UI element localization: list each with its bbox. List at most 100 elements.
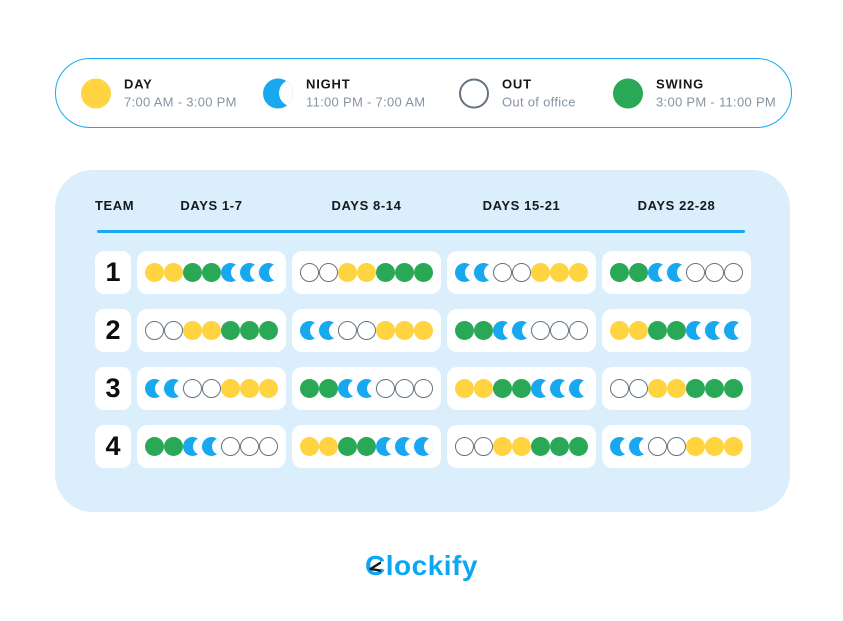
shift-dot-swing (610, 263, 629, 282)
shift-dot-out (259, 437, 278, 456)
shift-dot-out (300, 263, 319, 282)
shift-dot-day (183, 321, 202, 340)
shift-dot-day (357, 263, 376, 282)
shift-dot-night (455, 263, 474, 282)
shift-week-cell (137, 367, 286, 410)
legend-label: DAY (124, 76, 153, 92)
shift-week-cell (292, 425, 441, 468)
shift-week-cell (137, 425, 286, 468)
shift-dot-swing (338, 437, 357, 456)
shift-dot-day (414, 321, 433, 340)
shift-dot-out (667, 437, 686, 456)
shift-dot-swing (686, 379, 705, 398)
day-circle-icon (81, 78, 111, 108)
legend-time: 3:00 PM - 11:00 PM (656, 94, 777, 110)
team-number-cell: 4 (95, 425, 131, 468)
shift-dot-out (512, 263, 531, 282)
shift-dot-day (300, 437, 319, 456)
night-moon-icon (263, 78, 293, 108)
shift-dot-day (319, 437, 338, 456)
shift-dot-swing (531, 437, 550, 456)
shift-dot-swing (512, 379, 531, 398)
column-header-days-1-7: DAYS 1-7 (180, 198, 243, 213)
shift-dot-night (259, 263, 278, 282)
shift-dot-out (338, 321, 357, 340)
shift-dot-out (145, 321, 164, 340)
shift-dot-out (550, 321, 569, 340)
shift-dot-out (474, 437, 493, 456)
shift-dot-swing (145, 437, 164, 456)
column-header-days-22-28: DAYS 22-28 (637, 198, 716, 213)
shift-week-cell (447, 425, 596, 468)
column-header-team: TEAM (95, 198, 135, 213)
shift-dot-night (202, 437, 221, 456)
shift-dot-swing (319, 379, 338, 398)
shift-dot-swing (648, 321, 667, 340)
shift-dot-night (300, 321, 319, 340)
header-divider (97, 230, 745, 233)
clockify-logo: Clockify (365, 550, 478, 582)
shift-dot-out (221, 437, 240, 456)
shift-dot-night (686, 321, 705, 340)
shift-dot-night (145, 379, 164, 398)
shift-dot-night (550, 379, 569, 398)
shift-dot-night (376, 437, 395, 456)
swing-circle-icon (613, 78, 643, 108)
legend-item-night: NIGHT 11:00 PM - 7:00 AM (263, 77, 425, 110)
shift-dot-out (569, 321, 588, 340)
shift-dot-day (648, 379, 667, 398)
shift-week-cell (292, 367, 441, 410)
shift-dot-day (550, 263, 569, 282)
shift-dot-night (705, 321, 724, 340)
team-number-cell: 2 (95, 309, 131, 352)
shift-dot-swing (414, 263, 433, 282)
shift-dot-night (338, 379, 357, 398)
shift-dot-day (724, 437, 743, 456)
shift-dot-swing (569, 437, 588, 456)
shift-dot-out (183, 379, 202, 398)
shift-dot-day (474, 379, 493, 398)
legend-time: 7:00 AM - 3:00 PM (124, 94, 237, 110)
shift-dot-day (512, 437, 531, 456)
shift-dot-day (629, 321, 648, 340)
shift-dot-out (357, 321, 376, 340)
team-number-cell: 3 (95, 367, 131, 410)
shift-week-cell (292, 309, 441, 352)
shift-dot-out (686, 263, 705, 282)
shift-dot-night (724, 321, 743, 340)
shift-dot-night (357, 379, 376, 398)
shift-dot-night (531, 379, 550, 398)
shift-dot-swing (550, 437, 569, 456)
shift-dot-out (395, 379, 414, 398)
shift-dot-day (376, 321, 395, 340)
shift-dot-night (164, 379, 183, 398)
shift-dot-day (145, 263, 164, 282)
footer: Clockify (0, 550, 843, 582)
out-circle-icon (459, 78, 489, 108)
column-header-days-8-14: DAYS 8-14 (331, 198, 402, 213)
shift-dot-out (455, 437, 474, 456)
shift-week-cell (602, 425, 751, 468)
shift-dot-night (240, 263, 259, 282)
shift-dot-day (221, 379, 240, 398)
shift-week-cell (447, 309, 596, 352)
shift-dot-day (338, 263, 357, 282)
shift-dot-day (164, 263, 183, 282)
shift-week-cell (137, 309, 286, 352)
legend-item-day: DAY 7:00 AM - 3:00 PM (81, 77, 237, 110)
shift-dot-night (512, 321, 531, 340)
legend-label: NIGHT (306, 76, 351, 92)
shift-week-cell (602, 367, 751, 410)
shift-dot-night (667, 263, 686, 282)
shift-dot-day (493, 437, 512, 456)
schedule-card: TEAM DAYS 1-7 DAYS 8-14 DAYS 15-21 DAYS … (55, 170, 790, 512)
legend-item-swing: SWING 3:00 PM - 11:00 PM (613, 77, 776, 110)
shift-dot-out (705, 263, 724, 282)
clock-hands-icon (369, 562, 382, 572)
team-number-cell: 1 (95, 251, 131, 294)
shift-dot-swing (376, 263, 395, 282)
shift-dot-out (610, 379, 629, 398)
shift-week-cell (137, 251, 286, 294)
shift-dot-out (240, 437, 259, 456)
